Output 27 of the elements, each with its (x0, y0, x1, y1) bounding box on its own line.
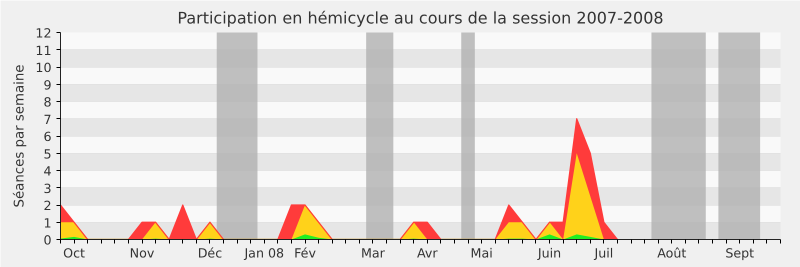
x-tick-label: Juil (594, 246, 614, 260)
y-tick-label: 2 (43, 198, 52, 213)
x-tick-label: Mar (361, 246, 386, 260)
y-tick-label: 10 (35, 60, 52, 75)
x-tick-label: Juin (536, 246, 562, 260)
y-tick-label: 3 (43, 180, 52, 196)
x-tick-label: Août (657, 246, 686, 260)
y-tick-label: 0 (43, 232, 52, 248)
x-tick-label: Mai (470, 246, 493, 260)
y-tick-label: 9 (43, 77, 52, 92)
x-tick-label: Nov (130, 246, 155, 260)
y-tick-label: 12 (35, 26, 52, 40)
y-tick-label: 6 (43, 129, 52, 144)
y-tick-label: 4 (43, 164, 52, 178)
y-tick-label: 11 (35, 42, 52, 58)
chart-title: Participation en hémicycle au cours de la session 2007-2008 (177, 8, 664, 28)
x-tick-label: Sept (725, 246, 754, 260)
x-tick-label: Fév (294, 246, 316, 260)
y-tick-label: 1 (43, 215, 52, 230)
x-tick-label: Avr (416, 246, 438, 260)
y-axis-title: Séances par semaine (12, 64, 28, 208)
y-tick-label: 7 (43, 112, 52, 127)
y-tick-label: 5 (43, 146, 52, 162)
x-tick-label: Jan 08 (243, 246, 284, 260)
x-tick-label: Déc (198, 246, 222, 260)
x-tick-label: Oct (63, 246, 86, 260)
y-tick-label: 8 (43, 94, 52, 110)
